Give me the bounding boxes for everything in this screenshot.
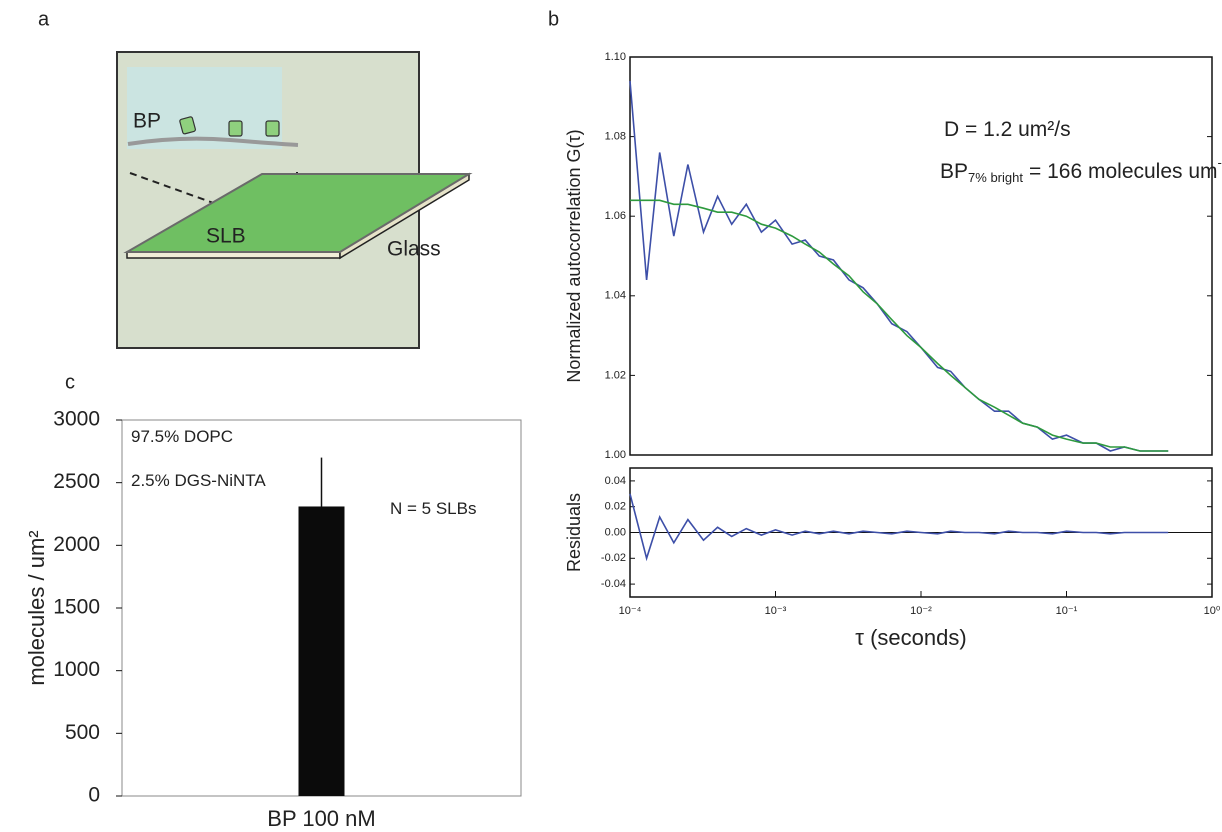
bilayer (123, 173, 473, 253)
annotation: 97.5% DOPC (131, 427, 233, 446)
bar (298, 506, 345, 796)
series-line (629, 493, 1169, 562)
label-slb: SLB (206, 225, 246, 248)
y-tick-label: -0.02 (601, 552, 626, 564)
y-tick-label: -0.04 (601, 578, 626, 590)
annotation-text: N = 5 SLBs (390, 499, 476, 518)
x-tick-label: 10⁻¹ (1056, 605, 1078, 617)
y-axis-label: molecules / um² (24, 530, 49, 685)
proteins (179, 116, 280, 137)
y-tick-label: 1.04 (605, 290, 626, 302)
x-tick-label: 10⁻³ (765, 605, 787, 617)
panel-label: a (38, 8, 50, 30)
y-tick-label: 1.08 (605, 131, 626, 143)
annotation-sub: 7% bright (968, 170, 1023, 185)
y-tick-label: 0 (88, 784, 100, 807)
annotation-part: BP (940, 160, 968, 183)
y-tick-label: 500 (65, 721, 100, 744)
annotation: N = 5 SLBs (390, 499, 476, 518)
panel-label: c (65, 371, 75, 393)
inset (127, 67, 282, 149)
x-tick-label: 10⁻² (910, 605, 932, 617)
y-tick-label: 3000 (53, 408, 100, 431)
y-tick-label: 1.00 (605, 449, 626, 461)
label-bp: BP (133, 110, 161, 133)
x-axis-label: τ (seconds) (855, 625, 966, 650)
annotation-sup: -2 (1218, 155, 1222, 170)
series-line (630, 199, 1169, 452)
series-line (629, 80, 1169, 452)
annotation: D = 1.2 um²/s (944, 118, 1071, 141)
y-axis-label: Residuals (564, 493, 584, 572)
annotation-text: D = 1.2 um²/s (944, 118, 1071, 141)
y-tick-label: 1.02 (605, 369, 626, 381)
y-tick-label: 0.04 (605, 475, 626, 487)
plot-frame (629, 56, 1213, 456)
annotation-text: 97.5% DOPC (131, 427, 233, 446)
y-tick-label: 1000 (53, 658, 100, 681)
annotation: BP7% bright = 166 molecules um-2 (940, 155, 1222, 185)
y-tick-label: 0.02 (605, 501, 626, 513)
y-tick-label: 1.06 (605, 210, 626, 222)
y-tick-label: 1500 (53, 596, 100, 619)
x-tick-label: BP 100 nM (267, 806, 375, 831)
diagram: a BP SLB Glass (38, 8, 473, 349)
annotation-text: = 166 molecules um (1029, 160, 1218, 183)
y-tick-label: 2500 (53, 470, 100, 493)
y-axis-label: Normalized autocorrelation G(τ) (564, 129, 584, 382)
y-tick-label: 0.00 (605, 526, 626, 538)
y-tick-label: 2000 (53, 533, 100, 556)
membrane (127, 136, 299, 147)
y-tick-label: 1.10 (605, 51, 626, 63)
annotation: 2.5% DGS-NiNTA (131, 471, 266, 490)
x-tick-label: 10⁰ (1204, 605, 1221, 617)
annotation-text: 2.5% DGS-NiNTA (131, 471, 266, 490)
label-glass: Glass (387, 238, 441, 261)
panel-label: b (548, 8, 559, 30)
x-tick-label: 10⁻⁴ (619, 605, 642, 617)
